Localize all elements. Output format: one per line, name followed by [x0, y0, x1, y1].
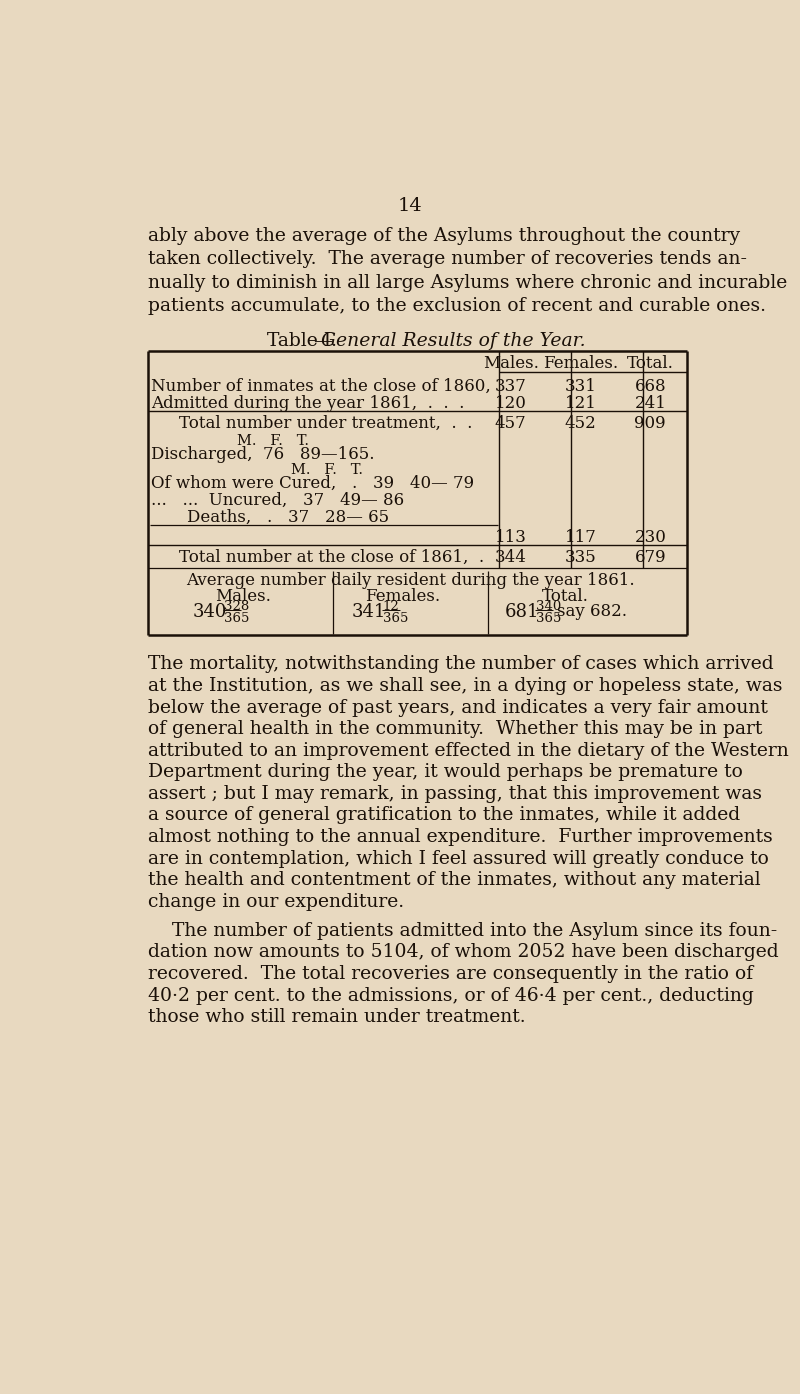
Text: almost nothing to the annual expenditure.  Further improvements: almost nothing to the annual expenditure… — [148, 828, 773, 846]
Text: 340: 340 — [193, 604, 227, 622]
Text: General Results of the Year.: General Results of the Year. — [321, 332, 586, 350]
Text: 341: 341 — [352, 604, 386, 622]
Text: change in our expenditure.: change in our expenditure. — [148, 892, 404, 910]
Text: —: — — [313, 332, 332, 350]
Text: nually to diminish in all large Asylums where chronic and incurable: nually to diminish in all large Asylums … — [148, 273, 787, 291]
Text: assert ; but I may remark, in passing, that this improvement was: assert ; but I may remark, in passing, t… — [148, 785, 762, 803]
Text: 365: 365 — [224, 612, 250, 625]
Text: Deaths,   .   37   28— 65: Deaths, . 37 28— 65 — [187, 509, 389, 526]
Text: M.   F.   T.: M. F. T. — [237, 434, 309, 447]
Text: 230: 230 — [634, 530, 666, 546]
Text: Females.: Females. — [365, 588, 440, 605]
Text: ...   ...  Uncured,   37   49— 86: ... ... Uncured, 37 49— 86 — [151, 492, 404, 509]
Text: the health and contentment of the inmates, without any material: the health and contentment of the inmate… — [148, 871, 761, 889]
Text: recovered.  The total recoveries are consequently in the ratio of: recovered. The total recoveries are cons… — [148, 965, 753, 983]
Text: 337: 337 — [495, 378, 526, 396]
Text: 365: 365 — [535, 612, 561, 625]
Text: Males.: Males. — [483, 355, 538, 372]
Text: Total.: Total. — [627, 355, 674, 372]
Text: The mortality, notwithstanding the number of cases which arrived: The mortality, notwithstanding the numbe… — [148, 655, 774, 673]
Text: Females.: Females. — [543, 355, 618, 372]
Text: 340: 340 — [535, 599, 561, 613]
Text: Total number at the close of 1861,  .: Total number at the close of 1861, . — [179, 549, 484, 566]
Text: patients accumulate, to the exclusion of recent and curable ones.: patients accumulate, to the exclusion of… — [148, 297, 766, 315]
Text: dation now amounts to 5104, of whom 2052 have been discharged: dation now amounts to 5104, of whom 2052… — [148, 944, 778, 962]
Text: 121: 121 — [565, 396, 597, 413]
Text: Total.: Total. — [542, 588, 589, 605]
Text: 365: 365 — [383, 612, 408, 625]
Text: Number of inmates at the close of 1860,: Number of inmates at the close of 1860, — [151, 378, 491, 396]
Text: 12: 12 — [383, 599, 400, 613]
Text: 117: 117 — [565, 530, 597, 546]
Text: at the Institution, as we shall see, in a dying or hopeless state, was: at the Institution, as we shall see, in … — [148, 677, 782, 696]
Text: Total number under treatment,  .  .: Total number under treatment, . . — [179, 415, 473, 432]
Text: 113: 113 — [495, 530, 526, 546]
Text: Average number daily resident during the year 1861.: Average number daily resident during the… — [186, 573, 634, 590]
Text: 40·2 per cent. to the admissions, or of 46·4 per cent., deducting: 40·2 per cent. to the admissions, or of … — [148, 987, 754, 1005]
Text: are in contemplation, which I feel assured will greatly conduce to: are in contemplation, which I feel assur… — [148, 849, 769, 867]
Text: attributed to an improvement effected in the dietary of the Western: attributed to an improvement effected in… — [148, 742, 789, 760]
Text: Admitted during the year 1861,  .  .  .: Admitted during the year 1861, . . . — [151, 396, 465, 413]
Text: taken collectively.  The average number of recoveries tends an-: taken collectively. The average number o… — [148, 251, 747, 269]
Text: 452: 452 — [565, 415, 596, 432]
Text: 331: 331 — [565, 378, 597, 396]
Text: Department during the year, it would perhaps be premature to: Department during the year, it would per… — [148, 764, 743, 781]
Text: below the average of past years, and indicates a very fair amount: below the average of past years, and ind… — [148, 698, 768, 717]
Text: 14: 14 — [398, 197, 422, 215]
Text: The number of patients admitted into the Asylum since its foun-: The number of patients admitted into the… — [148, 921, 778, 940]
Text: 457: 457 — [495, 415, 526, 432]
Text: 668: 668 — [634, 378, 666, 396]
Text: ably above the average of the Asylums throughout the country: ably above the average of the Asylums th… — [148, 227, 740, 245]
Text: 120: 120 — [495, 396, 526, 413]
Text: Table I.: Table I. — [266, 332, 337, 350]
Text: of general health in the community.  Whether this may be in part: of general health in the community. Whet… — [148, 721, 762, 739]
Text: Of whom were Cured,   .   39   40— 79: Of whom were Cured, . 39 40— 79 — [151, 475, 474, 492]
Text: 344: 344 — [495, 549, 526, 566]
Text: 909: 909 — [634, 415, 666, 432]
Text: 241: 241 — [634, 396, 666, 413]
Text: 335: 335 — [565, 549, 596, 566]
Text: a source of general gratification to the inmates, while it added: a source of general gratification to the… — [148, 806, 740, 824]
Text: 328: 328 — [224, 599, 250, 613]
Text: 679: 679 — [634, 549, 666, 566]
Text: 681: 681 — [505, 604, 539, 622]
Text: say 682.: say 682. — [558, 604, 627, 620]
Text: M.   F.   T.: M. F. T. — [291, 463, 363, 477]
Text: Discharged,  76   89—165.: Discharged, 76 89—165. — [151, 446, 374, 463]
Text: Males.: Males. — [215, 588, 271, 605]
Text: those who still remain under treatment.: those who still remain under treatment. — [148, 1008, 526, 1026]
